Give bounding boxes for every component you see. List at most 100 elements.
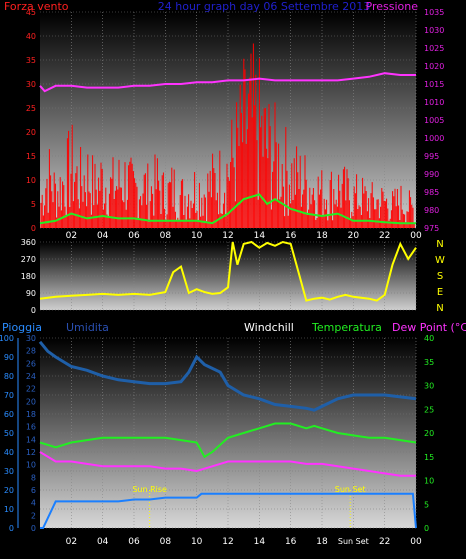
- panel-rain: [40, 338, 416, 528]
- pressure-axis-tick: 1025: [424, 44, 444, 53]
- rain-axis-tick: 10: [4, 505, 14, 514]
- humidity-axis-tick: 2: [31, 511, 36, 520]
- pressure-axis-tick: 1010: [424, 98, 444, 107]
- temperature-axis-tick: 20: [424, 429, 434, 438]
- pressure-axis-tick: 975: [424, 224, 439, 233]
- rain-axis-tick: 90: [4, 353, 14, 362]
- hour-tick-label: 08: [160, 231, 172, 241]
- compass-label: W: [435, 255, 445, 266]
- hour-tick-label: 02: [66, 537, 77, 547]
- label-windchill: Windchill: [244, 321, 294, 334]
- hour-tick-label: 04: [97, 537, 109, 547]
- pressure-line: [39, 72, 416, 93]
- pressure-axis-tick: 995: [424, 152, 439, 161]
- wind-direction-line: [39, 240, 417, 302]
- pressure-axis-tick: 990: [424, 170, 439, 179]
- hour-tick-label: 14: [254, 537, 266, 547]
- hour-tick-label: 04: [97, 231, 109, 241]
- humidity-axis-tick: 22: [26, 385, 36, 394]
- hour-tick-label: 06: [128, 537, 140, 547]
- humidity-axis-tick: 16: [26, 423, 36, 432]
- hour-tick-label: 08: [160, 537, 172, 547]
- temperature-axis-tick: 35: [424, 358, 434, 367]
- humidity-axis-tick: 20: [26, 397, 36, 406]
- hour-tick-label: 14: [254, 231, 266, 241]
- temperature-line: [39, 422, 417, 459]
- compass-label: S: [437, 271, 443, 282]
- direction-axis-tick: 360: [21, 238, 36, 247]
- pressure-axis-tick: 1015: [424, 80, 444, 89]
- hour-tick-label: Sun Set: [338, 537, 369, 546]
- temperature-axis-tick: 25: [424, 405, 434, 414]
- temperature-axis-tick: 0: [424, 524, 429, 533]
- humidity-axis-tick: 6: [31, 486, 36, 495]
- humidity-axis-tick: 0: [31, 524, 36, 533]
- hour-tick-label: 00: [410, 231, 422, 241]
- hour-tick-label: 00: [410, 537, 422, 547]
- pressure-axis-tick: 980: [424, 206, 439, 215]
- wind-axis-tick: 10: [26, 176, 36, 185]
- rain-axis-tick: 60: [4, 410, 14, 419]
- direction-axis-tick: 180: [21, 272, 36, 281]
- humidity-axis-tick: 26: [26, 359, 36, 368]
- temperature-axis-tick: 30: [424, 382, 434, 391]
- pressure-axis-tick: 1005: [424, 116, 444, 125]
- pressure-axis-tick: 1000: [424, 134, 444, 143]
- rain-axis-tick: 100: [0, 334, 14, 343]
- rain-axis-tick: 30: [4, 467, 14, 476]
- hour-tick-label: 18: [316, 537, 328, 547]
- hour-tick-label: 22: [379, 537, 390, 547]
- rain-axis-tick: 0: [9, 524, 14, 533]
- wind-axis-tick: 15: [26, 152, 36, 161]
- humidity-axis-tick: 12: [26, 448, 36, 457]
- hour-tick-label: 16: [285, 537, 297, 547]
- pressure-axis-tick: 985: [424, 188, 439, 197]
- label-temperatura: Temperatura: [311, 321, 382, 334]
- rain-axis-tick: 40: [4, 448, 14, 457]
- temperature-axis-tick: 5: [424, 500, 429, 509]
- compass-label: N: [436, 239, 443, 250]
- humidity-axis-tick: 14: [26, 435, 36, 444]
- hour-tick-label: 12: [222, 231, 233, 241]
- sun-marker-label: Sun Rise: [132, 485, 167, 494]
- compass-label: E: [437, 287, 443, 298]
- humidity-axis-tick: 10: [26, 461, 36, 470]
- pressure-axis-tick: 1035: [424, 8, 444, 17]
- rain-line: [40, 492, 417, 529]
- wind-axis-tick: 45: [26, 8, 36, 17]
- temperature-axis-tick: 15: [424, 453, 434, 462]
- hour-tick-label: 18: [316, 231, 328, 241]
- humidity-axis-tick: 18: [26, 410, 36, 419]
- rain-axis-tick: 70: [4, 391, 14, 400]
- direction-axis-tick: 90: [26, 289, 36, 298]
- dew-point-line: [39, 451, 416, 477]
- hour-tick-label: 10: [191, 537, 203, 547]
- wind-average-line: [39, 193, 416, 225]
- humidity-axis-tick: 4: [31, 499, 36, 508]
- label-umidita: Umidita: [66, 321, 109, 334]
- hour-tick-label: 06: [128, 231, 140, 241]
- rain-axis-tick: 80: [4, 372, 14, 381]
- chart-title: 24 hour graph day 06 Settembre 2013: [158, 0, 371, 13]
- label-dewpoint: Dew Point (°C): [392, 321, 466, 334]
- pressure-axis-tick: 1030: [424, 26, 444, 35]
- hour-tick-label: 10: [191, 231, 203, 241]
- temperature-axis-tick: 40: [424, 334, 434, 343]
- hour-tick-label: 12: [222, 537, 233, 547]
- wind-axis-tick: 25: [26, 104, 36, 113]
- direction-axis-tick: 0: [31, 306, 36, 315]
- wind-title: Forza vento: [4, 0, 69, 13]
- hour-tick-label: 20: [348, 231, 360, 241]
- wind-axis-tick: 20: [26, 128, 36, 137]
- humidity-axis-tick: 28: [26, 347, 36, 356]
- hour-tick-label: 22: [379, 231, 390, 241]
- rain-axis-tick: 50: [4, 429, 14, 438]
- wind-axis-tick: 30: [26, 80, 36, 89]
- hour-tick-label: 16: [285, 231, 297, 241]
- humidity-axis-tick: 30: [26, 334, 36, 343]
- wind-axis-tick: 0: [31, 224, 36, 233]
- humidity-axis-tick: 24: [26, 372, 36, 381]
- humidity-line: [38, 340, 417, 412]
- temperature-axis-tick: 10: [424, 477, 434, 486]
